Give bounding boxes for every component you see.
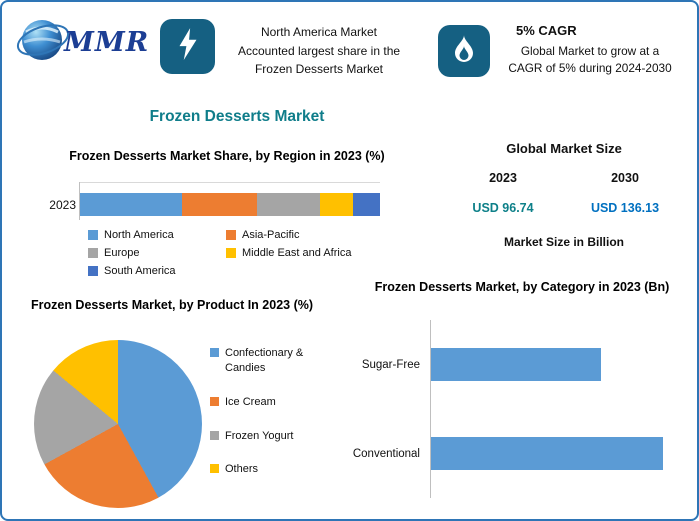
- callout1-line: North America Market: [260, 25, 378, 39]
- market-size-years: 2023 2030: [442, 171, 686, 185]
- region-stacked-bar: [80, 193, 380, 216]
- legend-swatch: [88, 266, 98, 276]
- region-legend: North America Asia-Pacific Europe Middle…: [88, 229, 351, 277]
- flame-icon: [452, 34, 476, 69]
- region-bar-segment-north-america: [80, 193, 182, 216]
- legend-label: South America: [104, 265, 176, 277]
- product-chart-title: Frozen Desserts Market, by Product In 20…: [30, 298, 314, 312]
- region-bar-segment-europe: [257, 193, 320, 216]
- market-size-year-2023: 2023: [489, 171, 517, 185]
- region-bar-segment-middle-east-africa: [320, 193, 353, 216]
- market-size-year-2030: 2030: [611, 171, 639, 185]
- legend-item: Asia-Pacific: [226, 229, 351, 241]
- region-plot-axis: [79, 182, 80, 220]
- callout1-text: North America Market Accounted largest s…: [220, 23, 418, 79]
- category-bar: [431, 437, 664, 470]
- market-size-values: USD 96.74 USD 136.13: [442, 201, 686, 215]
- callout1-line: Accounted largest share in the: [237, 43, 401, 58]
- cagr-heading: 5% CAGR: [516, 23, 577, 38]
- globe-icon: [16, 12, 72, 73]
- legend-swatch: [88, 248, 98, 258]
- region-plot-topline: [80, 182, 380, 183]
- category-chart-title: Frozen Desserts Market, by Category in 2…: [374, 280, 670, 294]
- callout1-line: Frozen Desserts Market: [254, 62, 384, 77]
- page-title: Frozen Desserts Market: [149, 108, 325, 125]
- legend-swatch: [226, 248, 236, 258]
- category-label: Conventional: [352, 447, 420, 460]
- market-size-title: Global Market Size: [506, 141, 622, 156]
- legend-item: Confectionary & Candies: [210, 346, 331, 376]
- legend-item: Europe: [88, 247, 226, 259]
- category-label: Sugar-Free: [361, 358, 420, 371]
- callout2-tile: [438, 25, 490, 77]
- legend-item: North America: [88, 229, 226, 241]
- legend-label: Others: [225, 463, 259, 476]
- legend-swatch: [210, 348, 219, 357]
- legend-item: South America: [88, 265, 226, 277]
- legend-item: Middle East and Africa: [226, 247, 351, 259]
- callout2-line: Global Market to grow at a: [520, 43, 660, 58]
- legend-label: Frozen Yogurt: [225, 429, 294, 442]
- legend-label: North America: [104, 229, 174, 241]
- category-row: Sugar-Free: [350, 320, 680, 409]
- product-pie-chart: [34, 340, 202, 508]
- market-size-value-2030: USD 136.13: [590, 201, 660, 215]
- legend-label: Asia-Pacific: [242, 229, 300, 241]
- logo-text: MMR: [64, 27, 150, 58]
- category-bar-track: [430, 320, 680, 409]
- product-legend: Confectionary & Candies Ice Cream Frozen…: [210, 346, 331, 477]
- category-bar-track: [430, 409, 680, 498]
- market-size-note: Market Size in Billion: [503, 235, 625, 249]
- legend-item: Frozen Yogurt: [210, 429, 331, 444]
- callout2-line: CAGR of 5% during 2024-2030: [508, 61, 672, 76]
- region-bar-segment-asia-pacific: [182, 193, 257, 216]
- legend-swatch: [210, 396, 219, 406]
- legend-label: Ice Cream: [225, 395, 276, 408]
- callout2-text: 5% CAGR Global Market to grow at a CAGR …: [494, 21, 686, 78]
- callout1-tile: [160, 19, 215, 74]
- legend-item: Ice Cream: [210, 395, 331, 410]
- region-bar-segment-south-america: [353, 193, 380, 216]
- legend-label: Middle East and Africa: [242, 247, 352, 259]
- lightning-bolt-icon: [175, 27, 201, 66]
- legend-swatch: [210, 430, 219, 440]
- legend-label: Europe: [104, 247, 140, 259]
- region-axis-label: 2023: [49, 198, 76, 212]
- legend-swatch: [210, 464, 219, 474]
- legend-swatch: [88, 230, 98, 240]
- legend-swatch: [226, 230, 236, 240]
- category-bar: [431, 348, 602, 381]
- mmr-logo: MMR: [16, 12, 149, 73]
- category-bar-chart: Sugar-Free Conventional: [350, 320, 680, 498]
- legend-item: Others: [210, 462, 331, 477]
- legend-label: Confectionary & Candies: [225, 347, 304, 374]
- market-size-value-2023: USD 96.74: [472, 201, 534, 215]
- category-row: Conventional: [350, 409, 680, 498]
- region-chart-title: Frozen Desserts Market Share, by Region …: [69, 149, 385, 163]
